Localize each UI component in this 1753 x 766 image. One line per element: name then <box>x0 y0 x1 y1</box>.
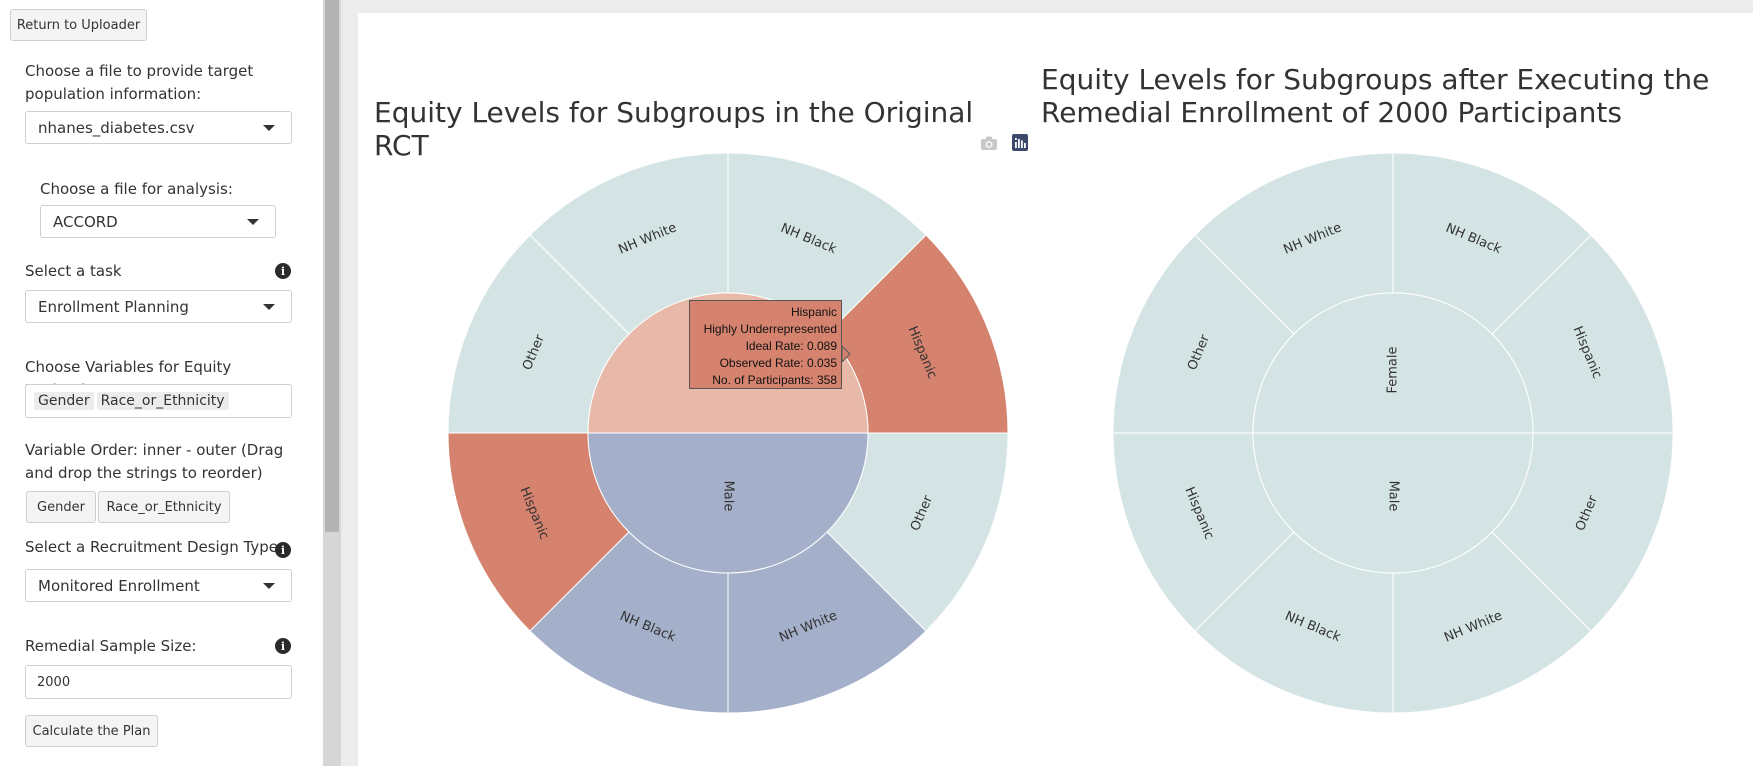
chart-title-remedial-line1: Equity Levels for Subgroups after Execut… <box>1041 63 1710 96</box>
original-inner-segment[interactable] <box>587 432 869 574</box>
analysis-file-label: Choose a file for analysis: <box>40 180 233 198</box>
sample-size-label: Remedial Sample Size: <box>25 637 197 655</box>
variable-chip-race[interactable]: Race_or_Ethnicity <box>96 392 229 410</box>
camera-icon[interactable] <box>980 135 998 151</box>
info-icon[interactable]: i <box>275 638 291 654</box>
chevron-down-icon <box>263 582 275 589</box>
chart-title-remedial-line2: Remedial Enrollment of 2000 Participants <box>1041 96 1622 129</box>
tooltip-observed-rate: Observed Rate: 0.035 <box>719 356 837 370</box>
original-inner-label: Male <box>721 481 736 512</box>
tooltip-ideal-rate: Ideal Rate: 0.089 <box>745 339 837 353</box>
tooltip-pointer <box>842 346 851 362</box>
tooltip-subgroup: Hispanic <box>790 305 837 319</box>
return-to-uploader-button[interactable]: Return to Uploader <box>10 9 147 41</box>
design-type-label: Select a Recruitment Design Type <box>25 538 278 556</box>
hover-tooltip: Hispanic Highly Underrepresented Ideal R… <box>689 300 842 389</box>
target-file-select[interactable]: nhanes_diabetes.csv <box>25 111 292 144</box>
target-file-label: Choose a file to provide target populati… <box>25 62 254 103</box>
variable-order-label: Variable Order: inner - outer (Drag and … <box>25 441 284 482</box>
sidebar: Return to Uploader Choose a file to prov… <box>0 0 323 766</box>
order-item-race[interactable]: Race_or_Ethnicity <box>98 491 230 523</box>
remedial-inner-segment[interactable] <box>1252 432 1534 574</box>
scrollbar-thumb[interactable] <box>325 0 339 532</box>
design-type-value: Monitored Enrollment <box>38 576 200 595</box>
main-panel: Equity Levels for Subgroups in the Origi… <box>358 13 1753 766</box>
sidebar-scrollbar[interactable] <box>323 0 341 766</box>
analysis-file-value: ACCORD <box>53 212 118 231</box>
chevron-down-icon <box>263 303 275 310</box>
remedial-inner-segment[interactable] <box>1252 292 1534 434</box>
order-item-gender[interactable]: Gender <box>26 491 96 523</box>
task-select[interactable]: Enrollment Planning <box>25 290 292 323</box>
chart-title-original: Equity Levels for Subgroups in the Origi… <box>374 96 974 162</box>
chevron-down-icon <box>263 124 275 131</box>
sample-size-input[interactable]: 2000 <box>25 665 292 699</box>
task-label: Select a task <box>25 262 122 280</box>
task-value: Enrollment Planning <box>38 297 189 316</box>
variable-chip-gender[interactable]: Gender <box>34 392 94 410</box>
chevron-down-icon <box>247 218 259 225</box>
plotly-logo-icon[interactable] <box>1012 134 1028 151</box>
info-icon[interactable]: i <box>275 542 291 558</box>
chart-title-remedial: Equity Levels for Subgroups after Execut… <box>1041 63 1741 129</box>
info-icon[interactable]: i <box>275 263 291 279</box>
design-type-select[interactable]: Monitored Enrollment <box>25 569 292 602</box>
target-file-value: nhanes_diabetes.csv <box>38 118 195 137</box>
variables-multiselect[interactable]: Gender Race_or_Ethnicity <box>25 384 292 418</box>
remedial-inner-label: Male <box>1386 481 1401 512</box>
calculate-plan-button[interactable]: Calculate the Plan <box>25 715 158 747</box>
tooltip-participants: No. of Participants: 358 <box>712 373 837 387</box>
tooltip-level: Highly Underrepresented <box>703 322 837 336</box>
remedial-inner-label: Female <box>1386 346 1401 393</box>
analysis-file-select[interactable]: ACCORD <box>40 205 276 238</box>
